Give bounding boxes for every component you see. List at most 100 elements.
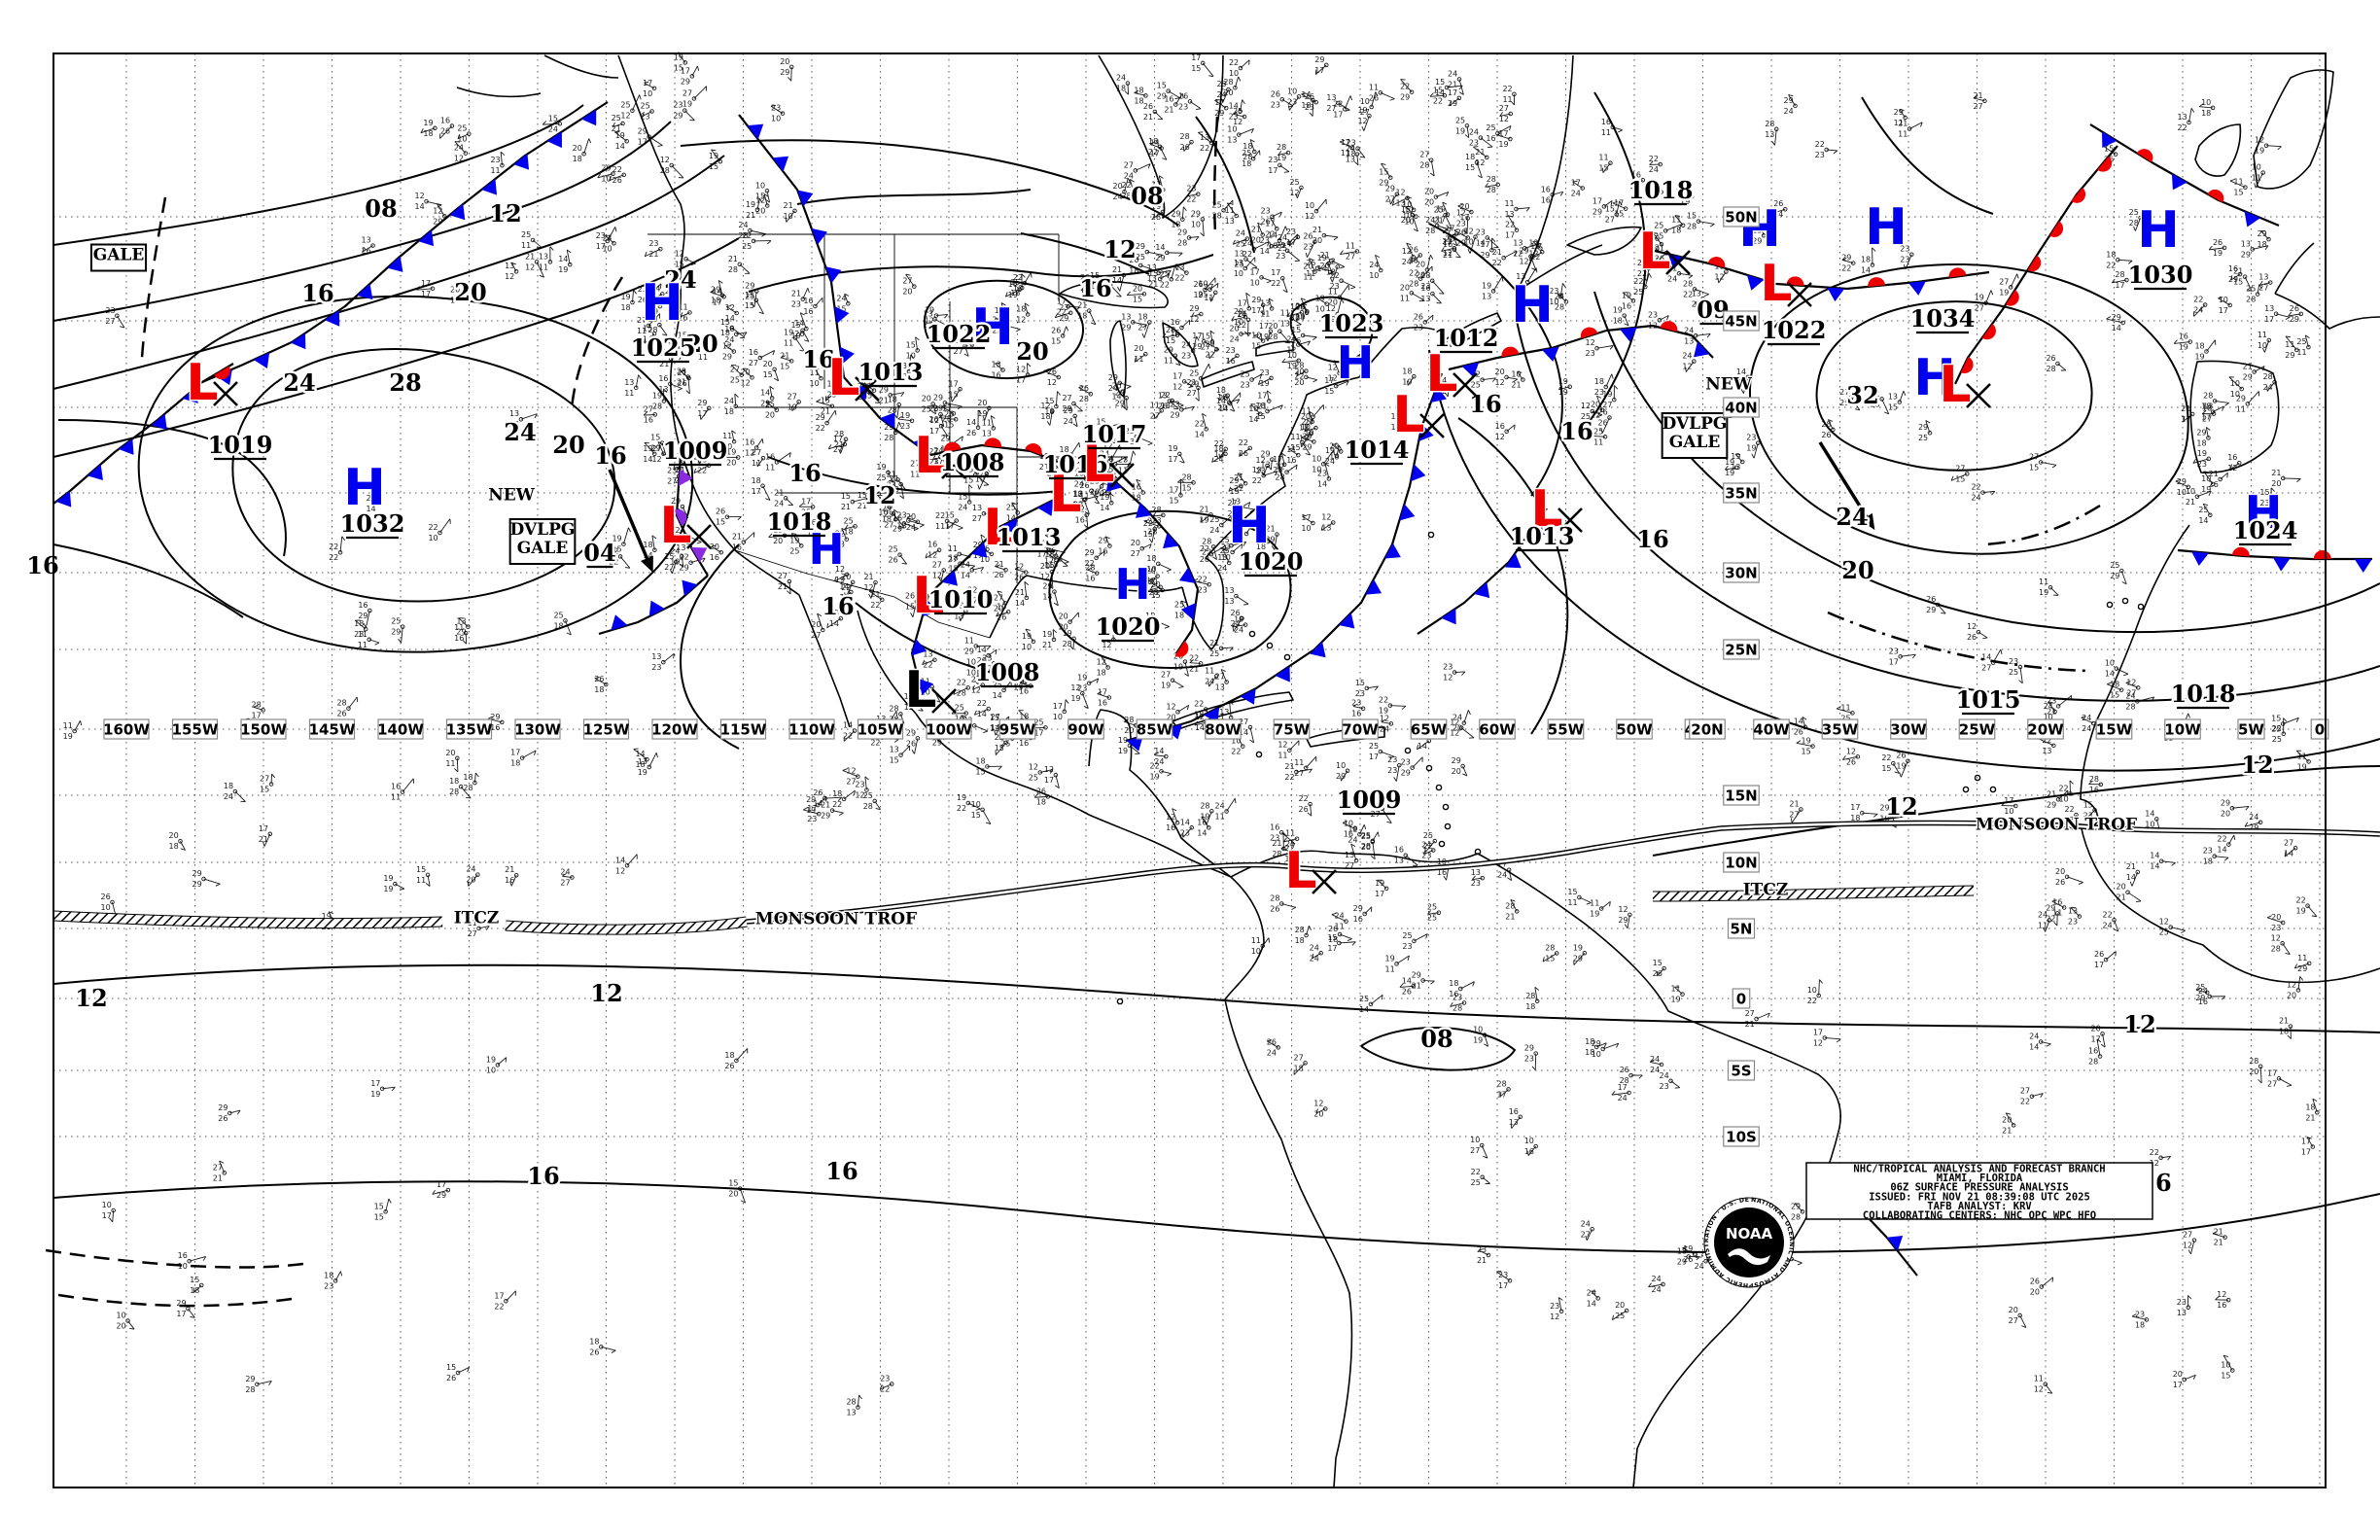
svg-text:14: 14 — [2284, 849, 2293, 858]
svg-text:12: 12 — [454, 155, 464, 163]
svg-text:10: 10 — [1022, 643, 1032, 651]
svg-text:15: 15 — [858, 491, 867, 500]
svg-text:23: 23 — [1271, 100, 1280, 109]
pressure-center-L: L — [1759, 254, 1812, 315]
svg-text:13: 13 — [2264, 304, 2274, 313]
svg-text:17: 17 — [638, 138, 648, 147]
svg-text:19: 19 — [1063, 629, 1072, 638]
title-line-5: TAFB ANALYST: KRV — [1927, 1201, 2032, 1212]
svg-text:22: 22 — [870, 739, 880, 748]
annotation-itcz: ITCZ — [1741, 879, 1790, 901]
svg-text:28: 28 — [1085, 564, 1095, 573]
svg-text:24: 24 — [466, 865, 475, 874]
noaa-logo-disc — [1714, 1208, 1784, 1278]
svg-text:13: 13 — [505, 262, 514, 270]
svg-text:27: 27 — [928, 447, 938, 456]
svg-text:25: 25 — [1236, 240, 1245, 249]
svg-text:15: 15 — [1687, 212, 1697, 221]
svg-text:27: 27 — [2267, 1079, 2277, 1088]
svg-text:22: 22 — [832, 800, 842, 809]
svg-text:25: 25 — [1289, 178, 1299, 187]
svg-text:15: 15 — [1802, 748, 1811, 756]
svg-text:19: 19 — [1022, 632, 1032, 641]
svg-text:25: 25 — [1209, 515, 1219, 524]
svg-text:19: 19 — [1558, 377, 1568, 386]
svg-text:15: 15 — [643, 324, 652, 332]
svg-text:18: 18 — [949, 554, 959, 563]
svg-text:25: 25 — [876, 473, 886, 482]
svg-text:22: 22 — [1271, 279, 1280, 288]
svg-text:28: 28 — [1212, 211, 1222, 220]
svg-text:22: 22 — [1379, 696, 1388, 705]
svg-text:17: 17 — [1053, 702, 1063, 711]
svg-text:28: 28 — [1273, 466, 1282, 474]
svg-text:11: 11 — [1294, 758, 1304, 767]
svg-text:21: 21 — [213, 1173, 223, 1182]
svg-text:14: 14 — [615, 856, 625, 864]
svg-text:11: 11 — [2039, 578, 2048, 586]
svg-text:18: 18 — [1299, 424, 1309, 433]
svg-text:12: 12 — [672, 463, 682, 472]
svg-text:10: 10 — [100, 903, 110, 912]
svg-text:18: 18 — [594, 685, 604, 694]
svg-text:1022: 1022 — [1762, 316, 1827, 344]
svg-text:19: 19 — [2255, 147, 2264, 156]
svg-text:16: 16 — [1541, 185, 1551, 193]
svg-text:18: 18 — [1242, 159, 1251, 168]
svg-text:26: 26 — [1369, 93, 1379, 102]
svg-text:22: 22 — [2177, 123, 2187, 132]
svg-text:15: 15 — [1166, 336, 1175, 345]
svg-text:ITCZ: ITCZ — [454, 909, 500, 928]
svg-text:1030: 1030 — [2128, 261, 2193, 289]
svg-text:12: 12 — [1166, 702, 1175, 711]
svg-text:22: 22 — [1189, 653, 1199, 662]
svg-text:12: 12 — [855, 790, 864, 799]
svg-text:19: 19 — [423, 119, 433, 127]
svg-text:12: 12 — [1029, 762, 1038, 771]
svg-text:19: 19 — [995, 317, 1004, 326]
svg-text:24: 24 — [1652, 1275, 1662, 1283]
svg-text:15: 15 — [975, 767, 985, 776]
svg-text:22: 22 — [680, 553, 689, 562]
svg-text:H: H — [1228, 497, 1271, 555]
svg-text:28: 28 — [449, 788, 459, 796]
svg-text:NEW: NEW — [1705, 375, 1752, 395]
map-frame-border — [52, 52, 2327, 1488]
svg-text:16: 16 — [1394, 846, 1404, 855]
svg-text:13: 13 — [1345, 851, 1354, 859]
stationary-front — [1448, 327, 1607, 378]
svg-text:26: 26 — [1414, 312, 1423, 321]
svg-text:14: 14 — [966, 418, 976, 427]
svg-text:27: 27 — [954, 347, 963, 356]
svg-text:25: 25 — [612, 114, 621, 122]
svg-text:12: 12 — [415, 192, 425, 200]
svg-text:24: 24 — [1587, 1288, 1596, 1297]
svg-text:13: 13 — [1217, 553, 1227, 562]
svg-text:24: 24 — [933, 446, 943, 455]
svg-text:11: 11 — [1150, 401, 1160, 409]
svg-text:28: 28 — [942, 414, 952, 423]
svg-text:29: 29 — [973, 541, 983, 549]
svg-text:19: 19 — [1193, 291, 1203, 299]
svg-text:20: 20 — [1124, 726, 1134, 735]
svg-text:19: 19 — [791, 332, 801, 340]
svg-text:22: 22 — [1409, 269, 1418, 278]
svg-text:12: 12 — [2227, 464, 2237, 472]
svg-text:10: 10 — [1191, 221, 1201, 229]
cold-front — [52, 101, 609, 508]
svg-text:14: 14 — [977, 710, 987, 718]
svg-text:15: 15 — [446, 1363, 456, 1372]
svg-text:21: 21 — [1505, 912, 1515, 921]
svg-text:11: 11 — [698, 353, 708, 362]
svg-text:16: 16 — [803, 297, 813, 305]
svg-text:21: 21 — [1284, 762, 1294, 771]
svg-text:19: 19 — [1455, 126, 1465, 135]
svg-text:16: 16 — [1019, 686, 1029, 695]
svg-text:29: 29 — [1379, 179, 1388, 188]
svg-text:20: 20 — [841, 573, 851, 581]
svg-text:23: 23 — [1229, 112, 1239, 121]
svg-text:21: 21 — [1186, 378, 1196, 387]
